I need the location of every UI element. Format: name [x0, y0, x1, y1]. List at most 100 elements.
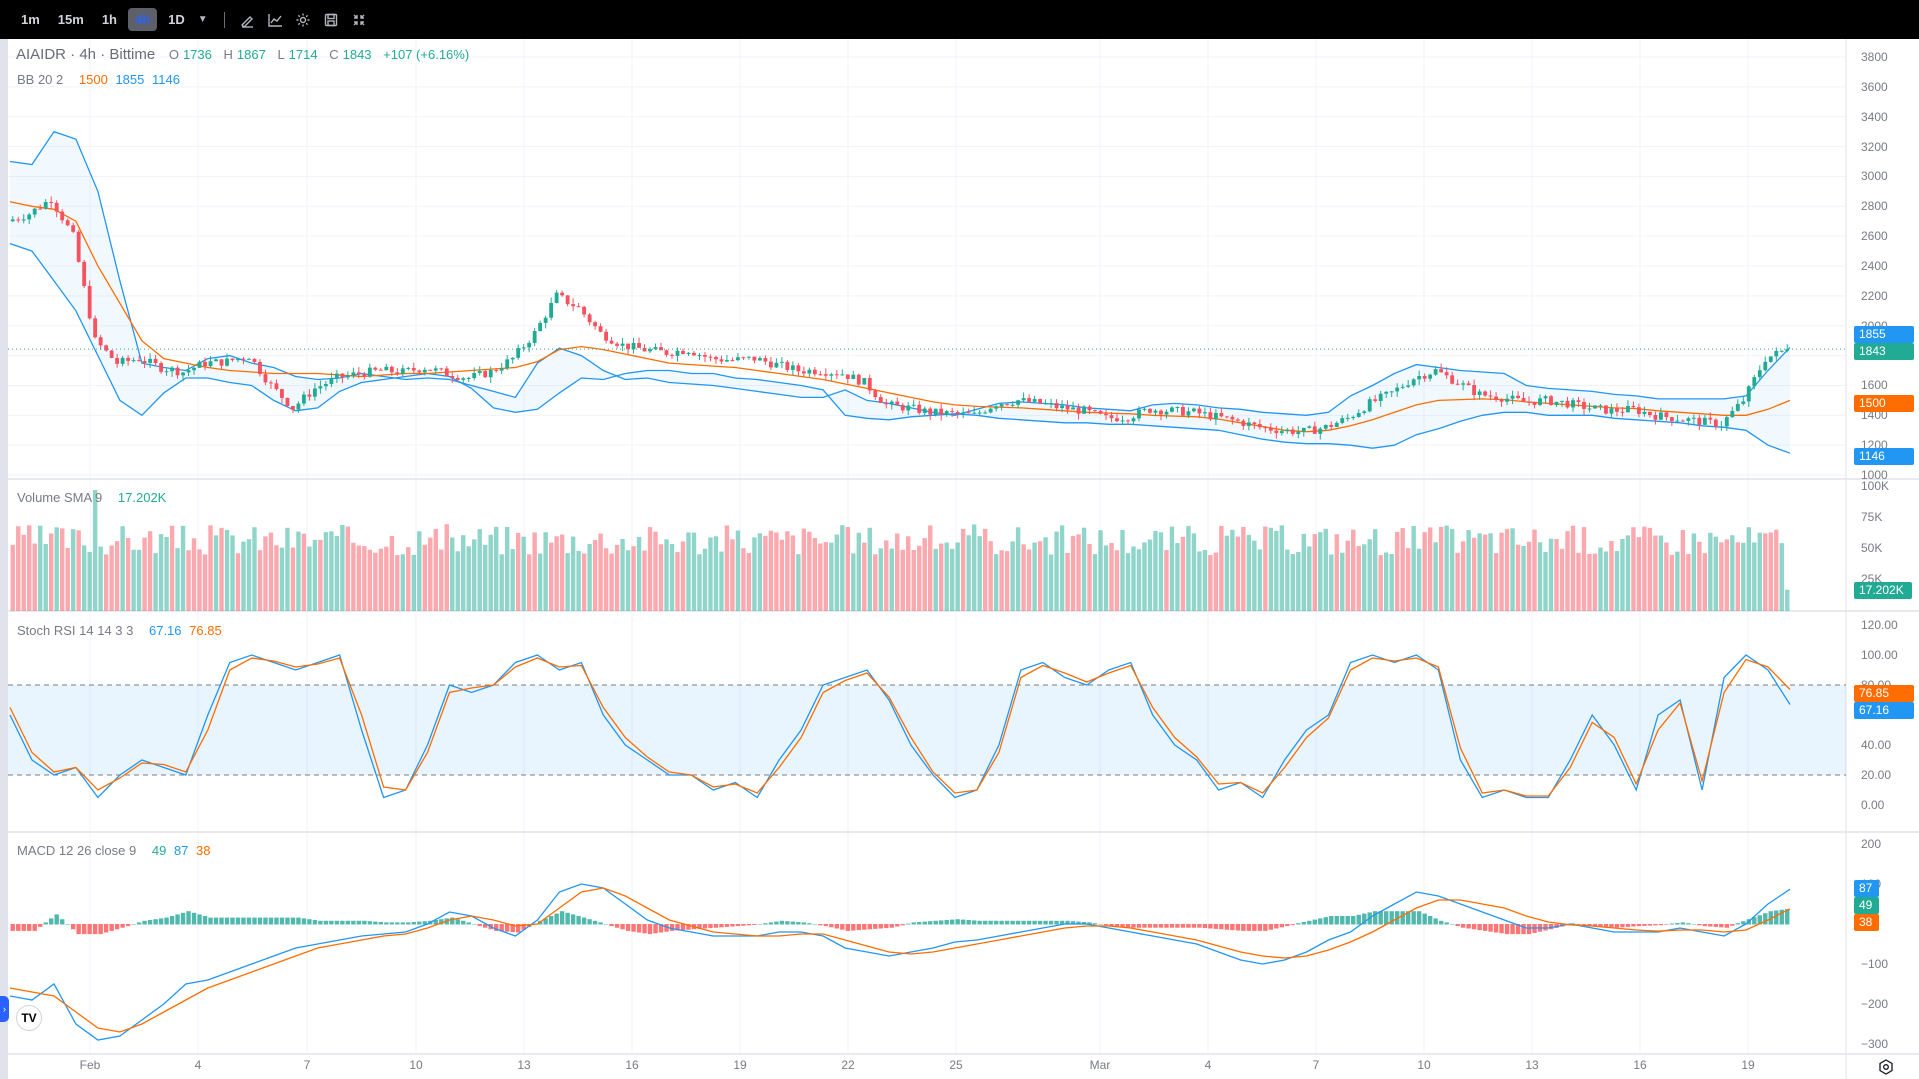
volume-bar	[526, 554, 532, 611]
candle-body	[1472, 385, 1477, 395]
macd-histogram-bar	[109, 924, 114, 931]
candle-body	[49, 202, 54, 204]
volume-bar	[845, 527, 851, 611]
settings-icon[interactable]	[289, 8, 317, 32]
volume-bar	[741, 548, 746, 611]
macd-histogram-bar	[889, 924, 894, 928]
candle-body	[1763, 361, 1768, 371]
timeframe-4h[interactable]: 4h	[128, 8, 158, 31]
macd-histogram-bar	[81, 924, 87, 935]
macd-histogram-bar	[1076, 921, 1081, 925]
macd-histogram-bar	[1037, 920, 1043, 925]
chart-settings-icon[interactable]	[1877, 1058, 1895, 1076]
candle-body	[10, 219, 15, 222]
timeframe-15m[interactable]: 15m	[57, 12, 84, 27]
expand-sidebar-button[interactable]: ›	[0, 996, 9, 1022]
macd-legend[interactable]: MACD 12 26 close 9 49 87 38	[17, 843, 211, 858]
volume-bar	[1653, 535, 1658, 611]
candle-body	[1582, 401, 1586, 409]
volume-bar	[1499, 532, 1504, 611]
stoch-rsi-legend[interactable]: Stoch RSI 14 14 3 3 67.16 76.85	[17, 623, 222, 638]
candle-body	[323, 383, 328, 387]
candle-body	[1620, 411, 1625, 413]
macd-histogram-bar	[1433, 918, 1438, 925]
macd-line-label: 87	[1854, 880, 1879, 897]
volume-bar	[971, 524, 977, 611]
candle-body	[856, 374, 861, 385]
macd-histogram-bar	[1384, 911, 1389, 925]
candle-body	[648, 349, 652, 352]
volume-bar	[1587, 553, 1592, 611]
volume-bar	[1730, 535, 1735, 611]
draw-icon[interactable]	[233, 8, 261, 32]
timeframe-dropdown-icon[interactable]: ▼	[197, 14, 208, 25]
volume-bar	[515, 532, 521, 611]
macd-histogram-bar	[472, 924, 477, 925]
volume-bar	[960, 528, 966, 611]
volume-bar	[768, 530, 774, 611]
volume-bar	[812, 537, 818, 611]
candle-body	[609, 340, 614, 344]
macd-histogram-bar	[834, 924, 840, 929]
bb-legend[interactable]: BB 20 2 1500 1855 1146	[17, 72, 180, 87]
candle-body	[895, 401, 900, 405]
volume-bar	[263, 536, 268, 611]
chart-canvas[interactable]	[0, 39, 1919, 1079]
candle-body	[120, 357, 125, 364]
macd-histogram-bar	[856, 924, 861, 931]
volume-bar	[856, 532, 861, 611]
volume-bar	[38, 525, 43, 611]
candle-body	[746, 356, 751, 358]
tradingview-logo[interactable]: TV	[16, 1005, 42, 1031]
macd-histogram-bar	[774, 921, 779, 925]
macd-histogram-bar	[1081, 922, 1087, 925]
candle-body	[626, 343, 630, 350]
volume-bar	[675, 552, 680, 611]
candle-body	[1554, 401, 1559, 405]
timeframe-1h[interactable]: 1h	[101, 12, 117, 27]
volume-bar	[1351, 529, 1356, 611]
macd-histogram-bar	[422, 921, 427, 925]
candle-body	[126, 357, 131, 361]
candle-body	[1647, 411, 1652, 416]
volume-bar	[43, 543, 48, 611]
candle-body	[345, 375, 350, 378]
candle-body	[1461, 383, 1466, 385]
timeframe-1D[interactable]: 1D	[168, 12, 185, 27]
candle-body	[829, 374, 834, 376]
candle-body	[1038, 398, 1043, 404]
volume-bar	[27, 525, 32, 611]
volume-bar	[911, 549, 916, 611]
volume-bar	[1153, 530, 1158, 611]
candle-body	[1230, 416, 1235, 420]
candle-body	[214, 359, 218, 362]
macd-histogram-bar	[400, 922, 406, 925]
macd-histogram-bar	[1713, 924, 1719, 927]
volume-bar	[1268, 527, 1274, 611]
collapse-icon[interactable]	[345, 8, 373, 32]
candle-body	[593, 322, 598, 327]
volume-bar	[186, 550, 191, 611]
volume-legend[interactable]: Volume SMA 9 17.202K	[17, 490, 167, 505]
price-axis-tick: 2800	[1861, 199, 1888, 214]
indicators-icon[interactable]	[261, 8, 289, 32]
volume-bar	[1026, 549, 1032, 611]
volume-bar	[504, 526, 510, 611]
macd-histogram-bar	[1021, 920, 1026, 925]
macd-histogram-bar	[1191, 924, 1197, 928]
volume-bar	[801, 528, 807, 611]
candle-body	[670, 354, 674, 356]
candle-body	[175, 367, 180, 376]
candle-body	[27, 214, 32, 220]
candle-body	[1159, 410, 1163, 415]
candle-body	[477, 371, 482, 374]
symbol-title[interactable]: AIAIDR · 4h · Bittime	[16, 46, 156, 63]
time-axis-tick: 4	[1204, 1058, 1212, 1072]
timeframe-1m[interactable]: 1m	[21, 12, 40, 27]
volume-bar	[851, 553, 856, 611]
macd-histogram-bar	[59, 919, 65, 925]
macd-histogram-bar	[779, 920, 785, 925]
candle-body	[280, 389, 284, 398]
save-icon[interactable]	[317, 8, 345, 32]
macd-histogram-bar	[70, 924, 76, 930]
